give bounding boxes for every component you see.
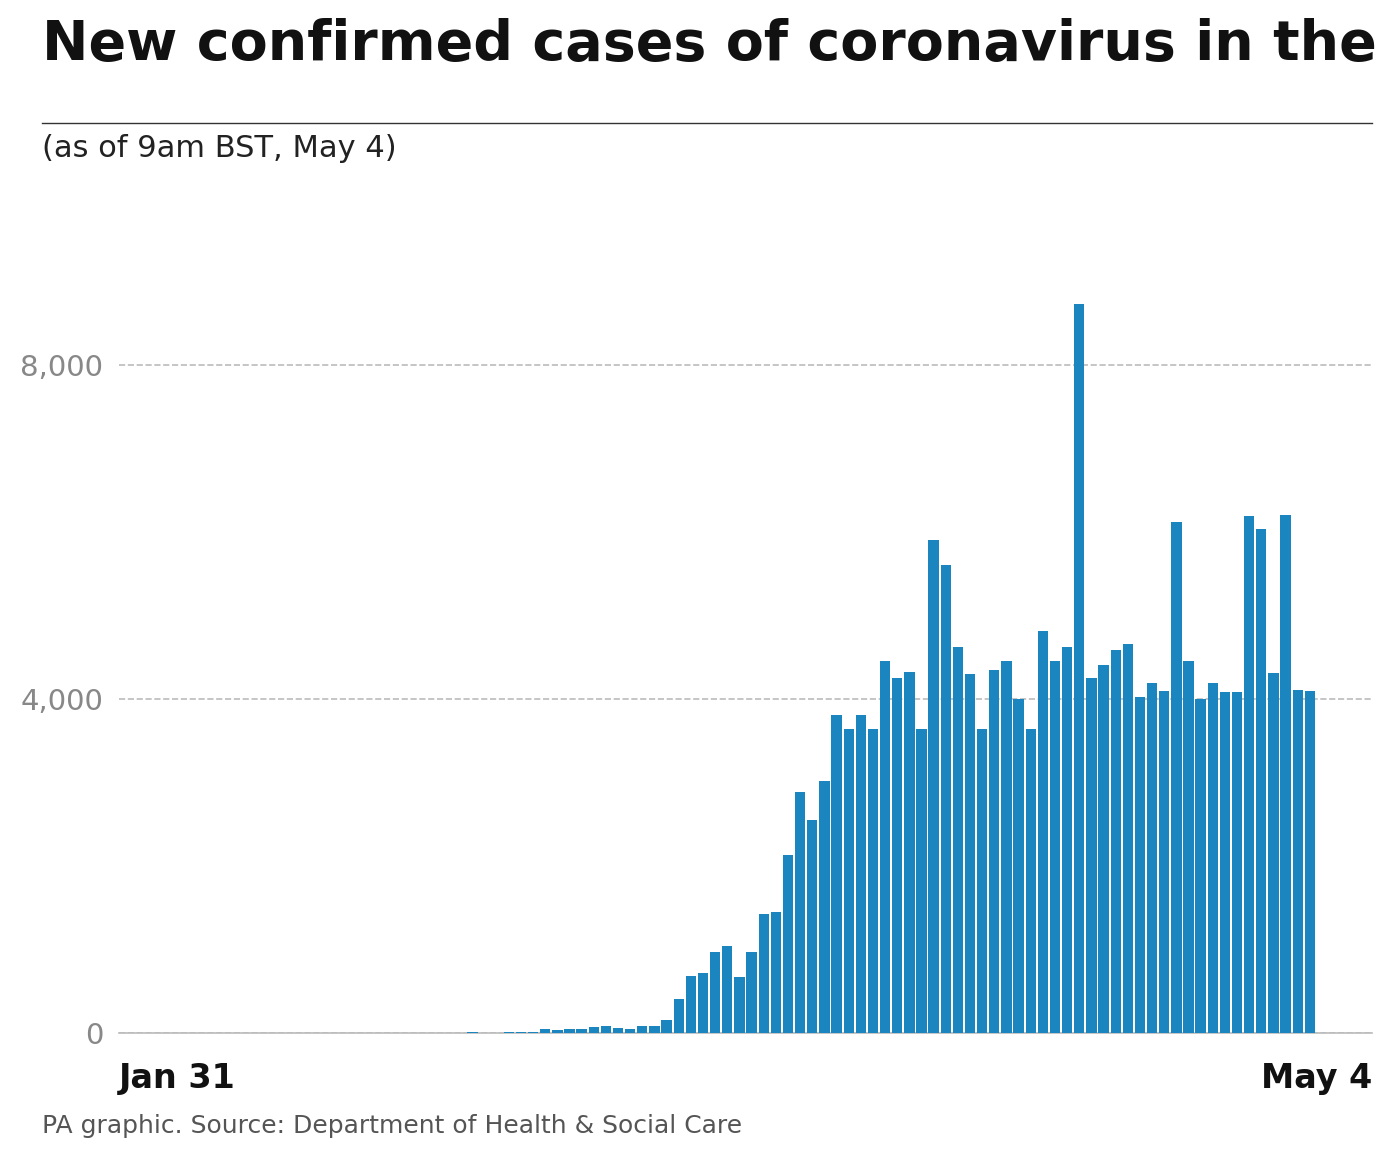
Bar (881, 661, 890, 1033)
Bar (624, 1029, 636, 1033)
Bar (855, 715, 867, 1033)
Bar (844, 729, 854, 1033)
Bar (795, 791, 805, 1033)
Bar (904, 671, 914, 1033)
Bar (819, 782, 830, 1033)
Bar (759, 914, 769, 1033)
Bar (1123, 644, 1133, 1033)
Bar (917, 729, 927, 1033)
Bar (1001, 661, 1012, 1033)
Bar (941, 565, 951, 1033)
Bar (601, 1026, 610, 1033)
Bar (661, 1020, 672, 1033)
Bar (1110, 650, 1121, 1033)
Bar (1159, 691, 1169, 1033)
Bar (770, 911, 781, 1033)
Bar (868, 729, 878, 1033)
Bar (673, 999, 685, 1033)
Bar (588, 1027, 599, 1033)
Bar (577, 1029, 587, 1033)
Bar (1026, 729, 1036, 1033)
Bar (710, 952, 721, 1033)
Bar (1147, 683, 1158, 1033)
Bar (746, 952, 757, 1033)
Bar (977, 729, 987, 1033)
Bar (637, 1026, 647, 1033)
Bar (1099, 665, 1109, 1033)
Bar (1014, 699, 1023, 1033)
Text: New confirmed cases of coronavirus in the UK: New confirmed cases of coronavirus in th… (42, 18, 1400, 71)
Bar (1196, 699, 1205, 1033)
Text: May 4: May 4 (1261, 1062, 1372, 1095)
Bar (734, 977, 745, 1033)
Bar (1281, 515, 1291, 1033)
Bar (650, 1027, 659, 1033)
Bar (1292, 690, 1303, 1033)
Text: (as of 9am BST, May 4): (as of 9am BST, May 4) (42, 134, 396, 163)
Bar (1037, 631, 1049, 1033)
Bar (540, 1029, 550, 1033)
Bar (928, 539, 939, 1033)
Bar (1172, 523, 1182, 1033)
Bar (1245, 516, 1254, 1033)
Bar (953, 648, 963, 1033)
Text: Jan 31: Jan 31 (119, 1062, 235, 1095)
Bar (806, 820, 818, 1033)
Bar (564, 1029, 574, 1033)
Bar (832, 715, 841, 1033)
Bar (1305, 691, 1315, 1033)
Bar (613, 1028, 623, 1033)
Bar (1074, 305, 1085, 1033)
Bar (1135, 698, 1145, 1033)
Bar (892, 678, 903, 1033)
Bar (528, 1032, 538, 1033)
Bar (1256, 529, 1267, 1033)
Bar (552, 1030, 563, 1033)
Bar (1219, 692, 1231, 1033)
Bar (1208, 683, 1218, 1033)
Bar (1063, 648, 1072, 1033)
Text: PA graphic. Source: Department of Health & Social Care: PA graphic. Source: Department of Health… (42, 1113, 742, 1138)
Bar (1050, 661, 1060, 1033)
Bar (965, 673, 976, 1033)
Bar (697, 973, 708, 1033)
Bar (1232, 692, 1242, 1033)
Bar (1268, 673, 1278, 1033)
Bar (722, 946, 732, 1033)
Bar (783, 855, 794, 1033)
Bar (686, 977, 696, 1033)
Bar (1183, 661, 1194, 1033)
Bar (990, 670, 1000, 1033)
Bar (1086, 678, 1096, 1033)
